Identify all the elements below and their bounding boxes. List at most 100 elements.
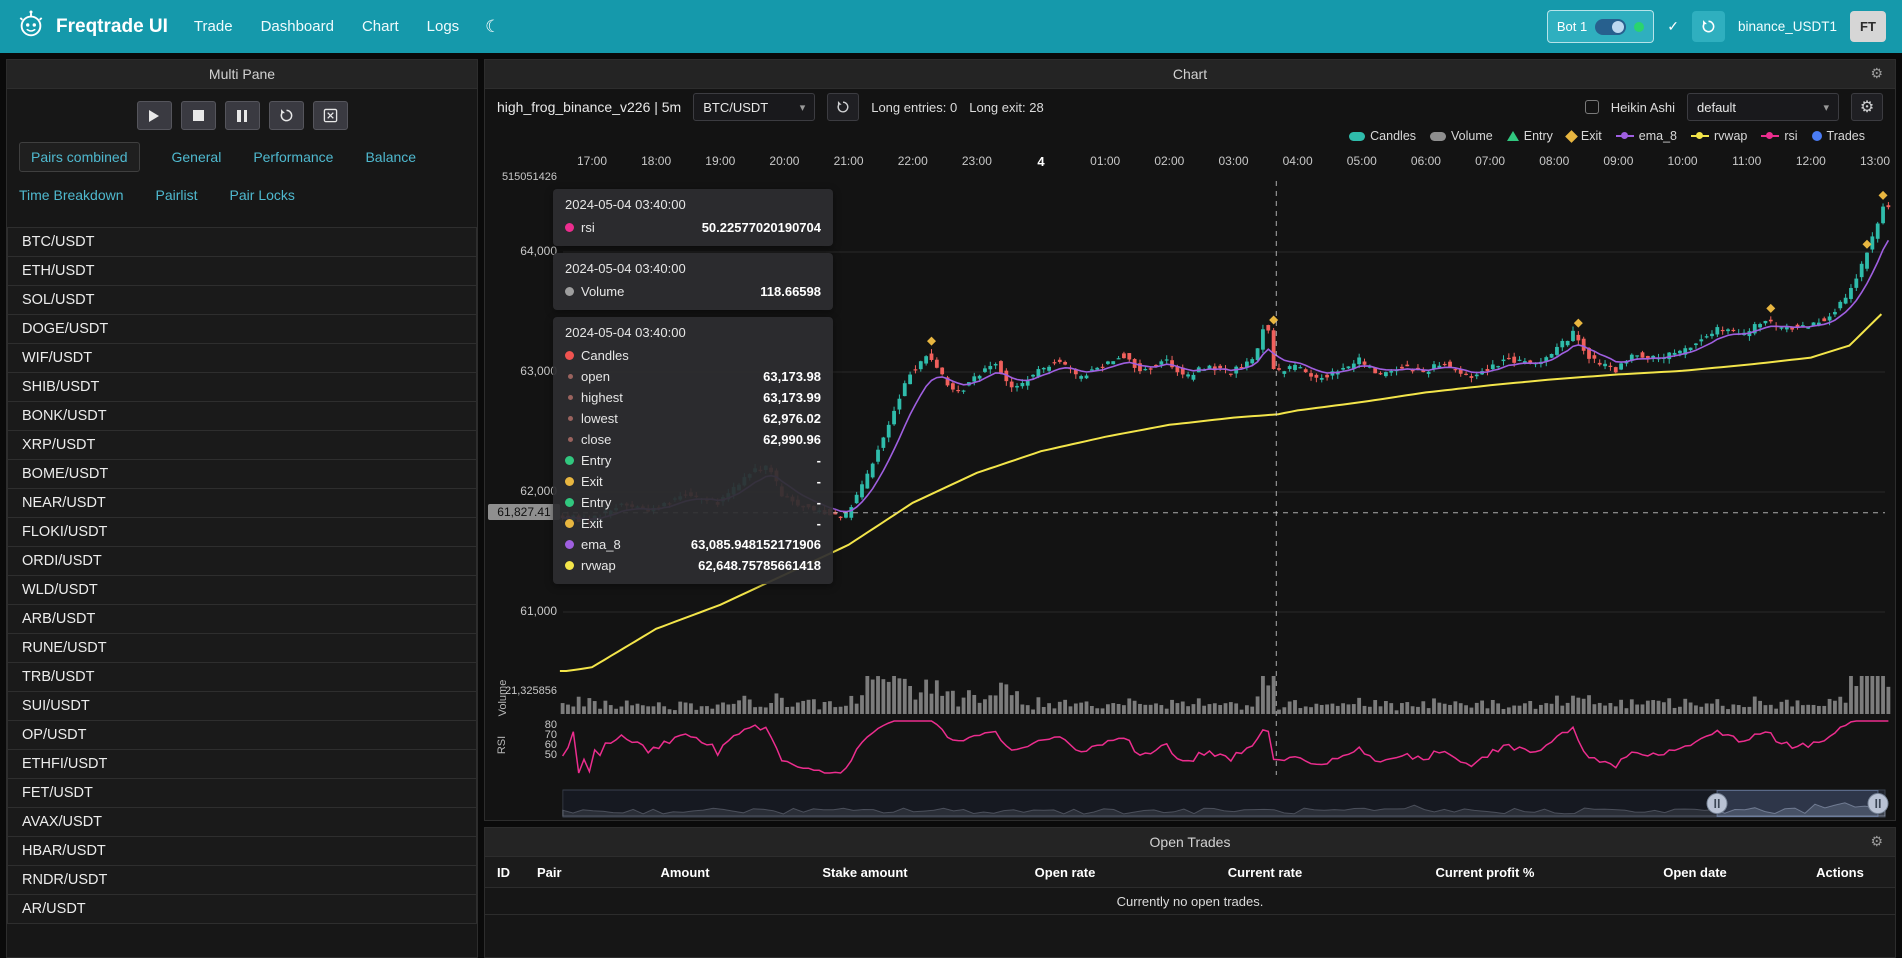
legend-label: rsi [1784,129,1798,143]
navigator-handle-right[interactable] [1867,793,1889,814]
column-header-pair[interactable]: Pair [537,864,562,880]
reload-button[interactable] [268,101,304,130]
pair-select[interactable]: BTC/USDT ▾ [693,93,816,121]
pair-row[interactable]: BTC/USDT [7,227,477,257]
global-refresh-button[interactable] [1691,11,1725,42]
nav-link-trade[interactable]: Trade [193,18,233,35]
legend-item-trades[interactable]: Trades [1811,129,1865,143]
price-chart-canvas[interactable] [485,147,1895,821]
open-trades-column-headers: ID Pair Amount Stake amount Open rate Current… [485,857,1895,887]
volume-bars-group [560,676,1891,714]
legend-item-candles[interactable]: Candles [1349,129,1416,143]
tooltip-timestamp: 2024-05-04 03:40:00 [565,197,686,212]
pair-row[interactable]: SOL/USDT [7,285,477,315]
chart-refresh-button[interactable] [827,93,860,121]
pair-row[interactable]: FLOKI/USDT [7,517,477,547]
tooltip-row-rvwap: rvwap 62,648.75785661418 [565,555,821,576]
bot-selector[interactable]: Bot 1 [1546,10,1655,43]
legend-item-volume[interactable]: Volume [1430,129,1493,143]
pair-row[interactable]: NEAR/USDT [7,488,477,518]
series-dot-icon [565,519,574,528]
autorefresh-check-icon[interactable]: ✓ [1667,18,1679,34]
column-header-stake-amount[interactable]: Stake amount [822,864,908,880]
heikin-ashi-checkbox[interactable] [1584,100,1599,114]
pair-row[interactable]: ETHFI/USDT [7,749,477,779]
nav-link-dashboard[interactable]: Dashboard [260,18,334,35]
tooltip-label: rvwap [581,558,616,573]
pair-row[interactable]: BOME/USDT [7,459,477,489]
pair-row[interactable]: WLD/USDT [7,575,477,605]
open-trades-empty-message: Currently no open trades. [485,887,1895,915]
nav-link-chart[interactable]: Chart [361,18,399,35]
tooltip-value: - [816,495,821,510]
pair-row[interactable]: HBAR/USDT [7,836,477,866]
pair-row[interactable]: ARB/USDT [7,604,477,634]
remove-chart-button[interactable] [312,101,348,130]
plot-settings-button[interactable]: ⚙ [1851,93,1883,121]
tab-performance[interactable]: Performance [253,149,334,165]
pair-row[interactable]: XRP/USDT [7,430,477,460]
open-trades-gear-icon[interactable]: ⚙ [1870,833,1883,849]
pair-row[interactable]: SUI/USDT [7,691,477,721]
legend-item-entry[interactable]: Entry [1506,129,1553,143]
navigator-handle-left[interactable] [1706,793,1728,814]
play-button[interactable] [136,101,172,130]
user-avatar[interactable]: FT [1850,11,1886,42]
navigator-sparkline [562,802,1886,817]
bot-toggle[interactable] [1595,18,1627,35]
tab-pairlist[interactable]: Pairlist [155,187,198,203]
navbar-right: Bot 1 ✓ binance_USDT1 FT [1546,10,1886,43]
pair-row[interactable]: ORDI/USDT [7,546,477,576]
pair-row[interactable]: AR/USDT [7,894,477,924]
tooltip-label: Exit [581,516,603,531]
pair-row[interactable]: ETH/USDT [7,256,477,286]
column-header-current-profit-[interactable]: Current profit % [1435,864,1535,880]
pair-row[interactable]: WIF/USDT [7,343,477,373]
pair-row[interactable]: OP/USDT [7,720,477,750]
column-header-open-date[interactable]: Open date [1663,864,1727,880]
column-header-open-rate[interactable]: Open rate [1034,864,1096,880]
tooltip-row-open: open 63,173.98 [565,366,821,387]
column-header-id[interactable]: ID [497,864,510,880]
tab-pairs-combined[interactable]: Pairs combined [19,142,140,172]
nav-link-logs[interactable]: Logs [426,18,460,35]
plot-config-select[interactable]: default ▾ [1687,93,1839,121]
legend-item-ema_8[interactable]: ema_8 [1615,129,1677,143]
entry-marker-icon [1506,131,1519,141]
pair-row[interactable]: DOGE/USDT [7,314,477,344]
legend-item-rvwap[interactable]: rvwap [1691,129,1747,143]
stop-button[interactable] [180,101,216,130]
series-dot-icon [565,498,574,507]
column-header-current-rate[interactable]: Current rate [1227,864,1303,880]
pair-row[interactable]: RNDR/USDT [7,865,477,895]
pair-row[interactable]: RUNE/USDT [7,633,477,663]
tab-balance[interactable]: Balance [365,149,417,165]
brand[interactable]: Freqtrade UI [16,9,168,44]
tooltip-label: open [581,369,610,384]
tab-time-breakdown[interactable]: Time Breakdown [19,187,124,203]
legend-item-exit[interactable]: Exit [1565,129,1602,143]
navigator-selected-window[interactable] [1716,790,1879,817]
pair-row[interactable]: TRB/USDT [7,662,477,692]
navigator[interactable] [562,789,1889,818]
tooltip-value: 62,990.96 [763,432,821,447]
chart-header-gear-icon[interactable]: ⚙ [1870,65,1883,81]
pause-button[interactable] [224,101,260,130]
stop-icon [192,110,204,121]
chart-panel-header: Chart ⚙ [485,60,1895,89]
theme-toggle-icon[interactable]: ☾ [485,16,501,36]
pair-row[interactable]: AVAX/USDT [7,807,477,837]
tab-pair-locks[interactable]: Pair Locks [229,187,295,203]
pair-row[interactable]: FET/USDT [7,778,477,808]
column-header-amount[interactable]: Amount [660,864,710,880]
play-icon [149,109,159,122]
legend-item-rsi[interactable]: rsi [1761,129,1798,143]
tab-general[interactable]: General [171,149,222,165]
series-dot-icon [565,351,574,360]
nav-links: Trade Dashboard Chart Logs [194,18,459,35]
column-header-actions[interactable]: Actions [1816,864,1864,880]
pair-row[interactable]: SHIB/USDT [7,372,477,402]
chart-panel: Chart ⚙ high_frog_binance_v226 | 5m BTC/… [484,59,1896,821]
tooltip-box-1: 2024-05-04 03:40:00 Volume 118.66598 [553,253,833,310]
pair-row[interactable]: BONK/USDT [7,401,477,431]
